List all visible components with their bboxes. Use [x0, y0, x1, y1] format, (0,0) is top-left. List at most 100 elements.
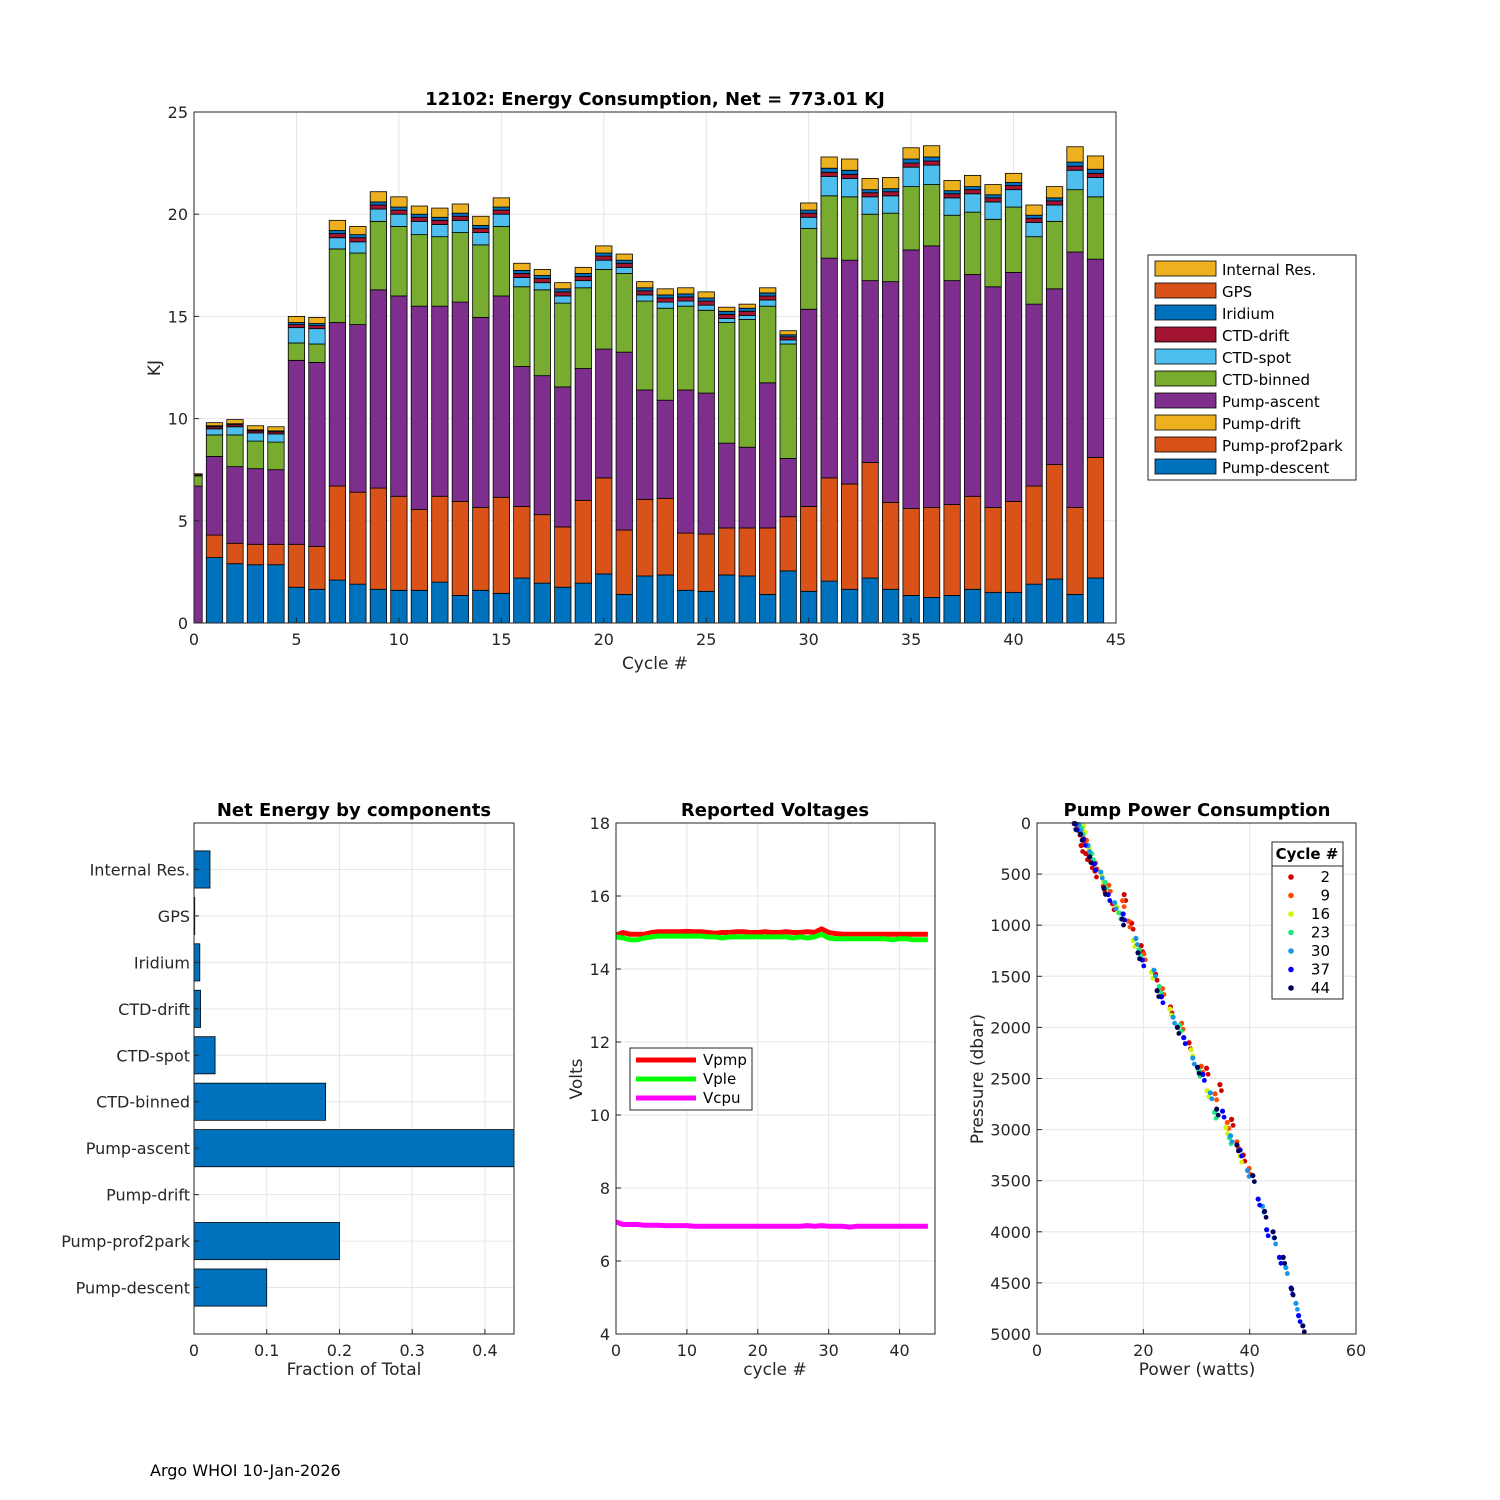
energy-xtick-label: 5: [291, 630, 301, 649]
fraction-chart: 0 0.1 0.2 0.3 0.4 Internal Res. GPS Iridium CTD-…: [61, 800, 515, 1380]
pump-xtick-label: 20: [1133, 1341, 1153, 1360]
pump-point: [1154, 988, 1160, 994]
pump-point: [1289, 1286, 1295, 1292]
energy-bar-segment: [1025, 214, 1043, 219]
energy-bars: [193, 145, 1105, 624]
energy-bar-segment: [349, 491, 367, 585]
pump-ylabel: Pressure (dbar): [968, 1014, 988, 1144]
pump-point: [1094, 874, 1099, 880]
pump-point: [1284, 1271, 1290, 1276]
fraction-ytick-label: Pump-drift: [106, 1186, 190, 1205]
pump-ytick-label: 3500: [990, 1172, 1031, 1191]
energy-bar-segment: [1086, 177, 1105, 198]
energy-xtick-label: 30: [798, 630, 818, 649]
energy-bar-segment: [410, 213, 428, 218]
energy-bar-segment: [349, 252, 367, 325]
energy-bar-segment: [1004, 272, 1023, 502]
pump-xtick-label: 60: [1346, 1341, 1366, 1360]
energy-xtick-label: 10: [389, 630, 409, 649]
energy-bar-segment: [193, 485, 203, 624]
energy-bar-segment: [451, 301, 469, 502]
fraction-bar: [193, 1082, 327, 1121]
energy-bar-segment: [861, 178, 879, 191]
voltage-line-vpmp: [615, 926, 928, 938]
pump-point: [1301, 1329, 1307, 1335]
voltage-title: Reported Voltages: [681, 800, 869, 821]
fraction-ytick-label: Pump-prof2park: [61, 1232, 191, 1251]
energy-bar-segment: [554, 386, 572, 528]
energy-bar-segment: [902, 162, 920, 168]
energy-bar-segment: [513, 262, 531, 271]
energy-bar-segment: [451, 595, 469, 624]
energy-bar-segment: [1066, 251, 1084, 508]
energy-bar-segment: [820, 195, 838, 259]
energy-bar-segment: [615, 351, 633, 531]
energy-bar-segment: [1045, 288, 1064, 465]
energy-bar-segment: [410, 220, 428, 236]
energy-xtick-label: 35: [901, 630, 921, 649]
energy-bar-segment: [369, 220, 387, 291]
energy-bar-segment: [1086, 577, 1105, 624]
pump-point: [1283, 1264, 1289, 1271]
energy-bar-segment: [513, 273, 531, 278]
energy-bar-segment: [963, 211, 982, 275]
energy-bar-segment: [984, 591, 1002, 624]
energy-bar-segment: [226, 419, 244, 425]
energy-bar-segment: [472, 507, 490, 591]
energy-bar-segment: [841, 178, 859, 198]
energy-bar-segment: [738, 310, 756, 316]
pump-point: [1073, 827, 1079, 832]
energy-bar-segment: [513, 577, 531, 624]
energy-bar-segment: [861, 280, 879, 463]
pump-legend-label: 37: [1311, 961, 1330, 979]
energy-bar-segment: [205, 456, 224, 536]
energy-bar-segment: [349, 241, 367, 254]
energy-bar-segment: [738, 527, 756, 577]
energy-bar-segment: [882, 212, 900, 283]
pump-point: [1297, 1319, 1303, 1325]
energy-bar-segment: [656, 294, 674, 299]
energy-bar-segment: [984, 201, 1002, 220]
energy-bar-segment: [636, 290, 654, 296]
pump-point: [1082, 842, 1088, 848]
energy-bar-segment: [923, 184, 941, 247]
pump-point: [1255, 1196, 1261, 1202]
fraction-ytick-label: CTD-binned: [96, 1093, 190, 1112]
energy-bar-segment: [554, 291, 572, 297]
energy-bar-segment: [697, 392, 715, 535]
energy-bar-segment: [328, 237, 347, 250]
energy-bar-segment: [677, 300, 695, 307]
energy-legend-label: CTD-drift: [1222, 327, 1289, 345]
energy-bar-segment: [636, 300, 654, 391]
energy-bar-segment: [369, 201, 387, 206]
pump-point: [1156, 983, 1162, 990]
pump-point: [1078, 842, 1084, 849]
pump-point: [1234, 1142, 1240, 1148]
energy-legend-swatch: [1154, 436, 1217, 453]
energy-chart: 0 5 10 15 20 25 30 35 40 45 0 5 10 15 20 25 12102: Ener…: [145, 89, 1357, 674]
energy-bar-segment: [267, 426, 285, 432]
energy-bar-segment: [308, 343, 326, 363]
fraction-ytick-label: Pump-ascent: [86, 1139, 190, 1158]
pump-point: [1137, 956, 1142, 962]
energy-bar-segment: [328, 233, 347, 239]
energy-bar-segment: [472, 317, 490, 508]
pump-point: [1270, 1229, 1276, 1235]
energy-legend: Internal Res. GPS Iridium CTD-drift CTD-spot…: [1147, 254, 1357, 481]
energy-bar-segment: [193, 475, 203, 487]
energy-bar-segment: [759, 305, 777, 384]
energy-bar-segment: [738, 303, 756, 309]
energy-ytick-label: 10: [168, 410, 188, 429]
energy-bar-segment: [287, 359, 306, 545]
energy-bar-segment: [738, 307, 756, 312]
pump-point: [1087, 849, 1092, 854]
pump-point: [1121, 891, 1127, 898]
energy-legend-label: Internal Res.: [1222, 261, 1316, 279]
energy-bar-segment: [574, 276, 592, 282]
energy-bar-segment: [636, 287, 654, 292]
energy-bar-segment: [431, 305, 449, 497]
energy-bar-segment: [1086, 155, 1105, 170]
voltage-ytick-label: 18: [590, 814, 610, 833]
energy-bar-segment: [882, 177, 900, 190]
energy-bar-segment: [943, 190, 961, 195]
